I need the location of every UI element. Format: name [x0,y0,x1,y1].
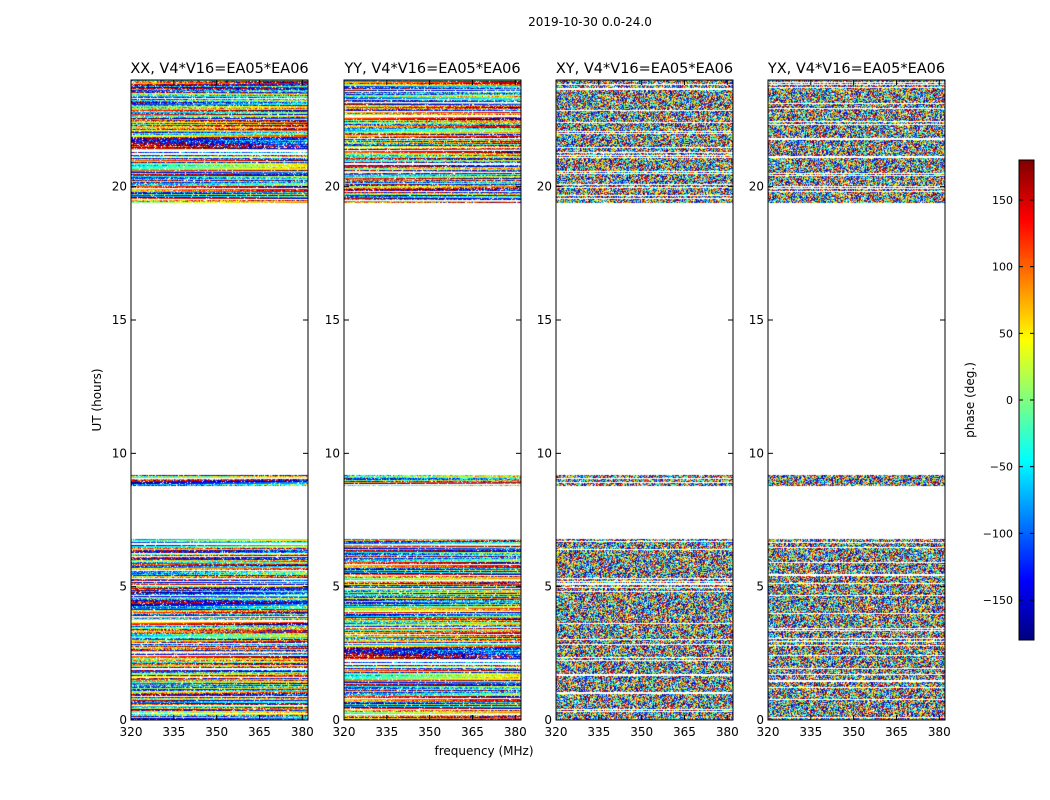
panel-1: XX, V4*V16=EA05*EA06 320 335 350 365 380 0 5 10 1… [90,61,314,739]
panel-2: YY, V4*V16=EA05*EA06 320 335 350 365 380 0 5 10 1… [325,61,534,758]
y-tick-label: 10 [325,446,340,460]
y-tick-label: 20 [537,180,552,194]
x-tick-label: 335 [799,725,822,739]
y-tick-label: 15 [537,313,552,327]
x-tick-label: 380 [504,725,527,739]
heatmap-image [344,80,521,720]
y-tick-label: 15 [325,313,340,327]
colorbar-label: phase (deg.) [963,362,977,438]
y-tick-label: 20 [112,180,127,194]
y-tick-label: 0 [119,713,127,727]
y-tick-label: 10 [112,446,127,460]
plot-frame [130,79,309,721]
y-tick-label: 5 [119,580,127,594]
x-tick-label: 350 [630,725,653,739]
plot-frame [767,79,946,721]
y-tick-label: 0 [544,713,552,727]
y-tick-label: 5 [544,580,552,594]
colorbar-tick-label: 150 [992,194,1013,207]
heatmap-image [131,80,308,720]
panel-title: YY, V4*V16=EA05*EA06 [343,61,520,77]
plot-frame [555,79,734,721]
panel-title: XY, V4*V16=EA05*EA06 [556,61,733,77]
y-tick-label: 10 [749,446,764,460]
x-tick-label: 365 [461,725,484,739]
panel-title: YX, V4*V16=EA05*EA06 [767,61,945,77]
y-tick-label: 10 [537,446,552,460]
y-tick-label: 20 [749,180,764,194]
x-tick-label: 380 [716,725,739,739]
x-tick-label: 335 [587,725,610,739]
colorbar-tick-label: −150 [983,594,1013,607]
colorbar-tick-label: 0 [1006,394,1013,407]
x-axis-label: frequency (MHz) [434,744,533,758]
x-tick-label: 380 [928,725,951,739]
y-tick-label: 20 [325,180,340,194]
x-tick-label: 365 [248,725,271,739]
y-tick-label: 15 [749,313,764,327]
x-tick-label: 335 [162,725,185,739]
x-tick-label: 350 [418,725,441,739]
figure-suptitle: 2019-10-30 0.0-24.0 [528,15,652,29]
x-tick-label: 350 [205,725,228,739]
y-tick-label: 5 [332,580,340,594]
y-tick-label: 0 [332,713,340,727]
x-tick-label: 320 [333,725,356,739]
y-tick-label: 5 [756,580,764,594]
colorbar-tick-label: 100 [992,261,1013,274]
colorbar-tick-label: −100 [983,527,1013,540]
y-axis-label: UT (hours) [90,368,104,431]
y-tick-label: 0 [756,713,764,727]
x-tick-label: 365 [885,725,908,739]
x-tick-label: 380 [291,725,314,739]
x-tick-label: 335 [375,725,398,739]
panel-title: XX, V4*V16=EA05*EA06 [130,61,308,77]
colorbar-tick-label: −50 [990,461,1013,474]
y-tick-label: 15 [112,313,127,327]
x-tick-label: 320 [757,725,780,739]
heatmap-image [556,80,733,720]
panel-4: YX, V4*V16=EA05*EA06 320 335 350 365 380 0 5 10 1… [749,61,951,739]
plot-frame [343,79,522,721]
x-tick-label: 350 [842,725,865,739]
colorbar-tick-label: 50 [999,327,1013,340]
panel-3: XY, V4*V16=EA05*EA06 320 335 350 365 380 0 5 10 1… [537,61,739,739]
x-tick-label: 320 [120,725,143,739]
colorbar: 150 100 50 0 −50 −100 −150 phase (deg.) [963,159,1035,641]
heatmap-image [768,80,945,720]
x-tick-label: 365 [673,725,696,739]
x-tick-label: 320 [545,725,568,739]
